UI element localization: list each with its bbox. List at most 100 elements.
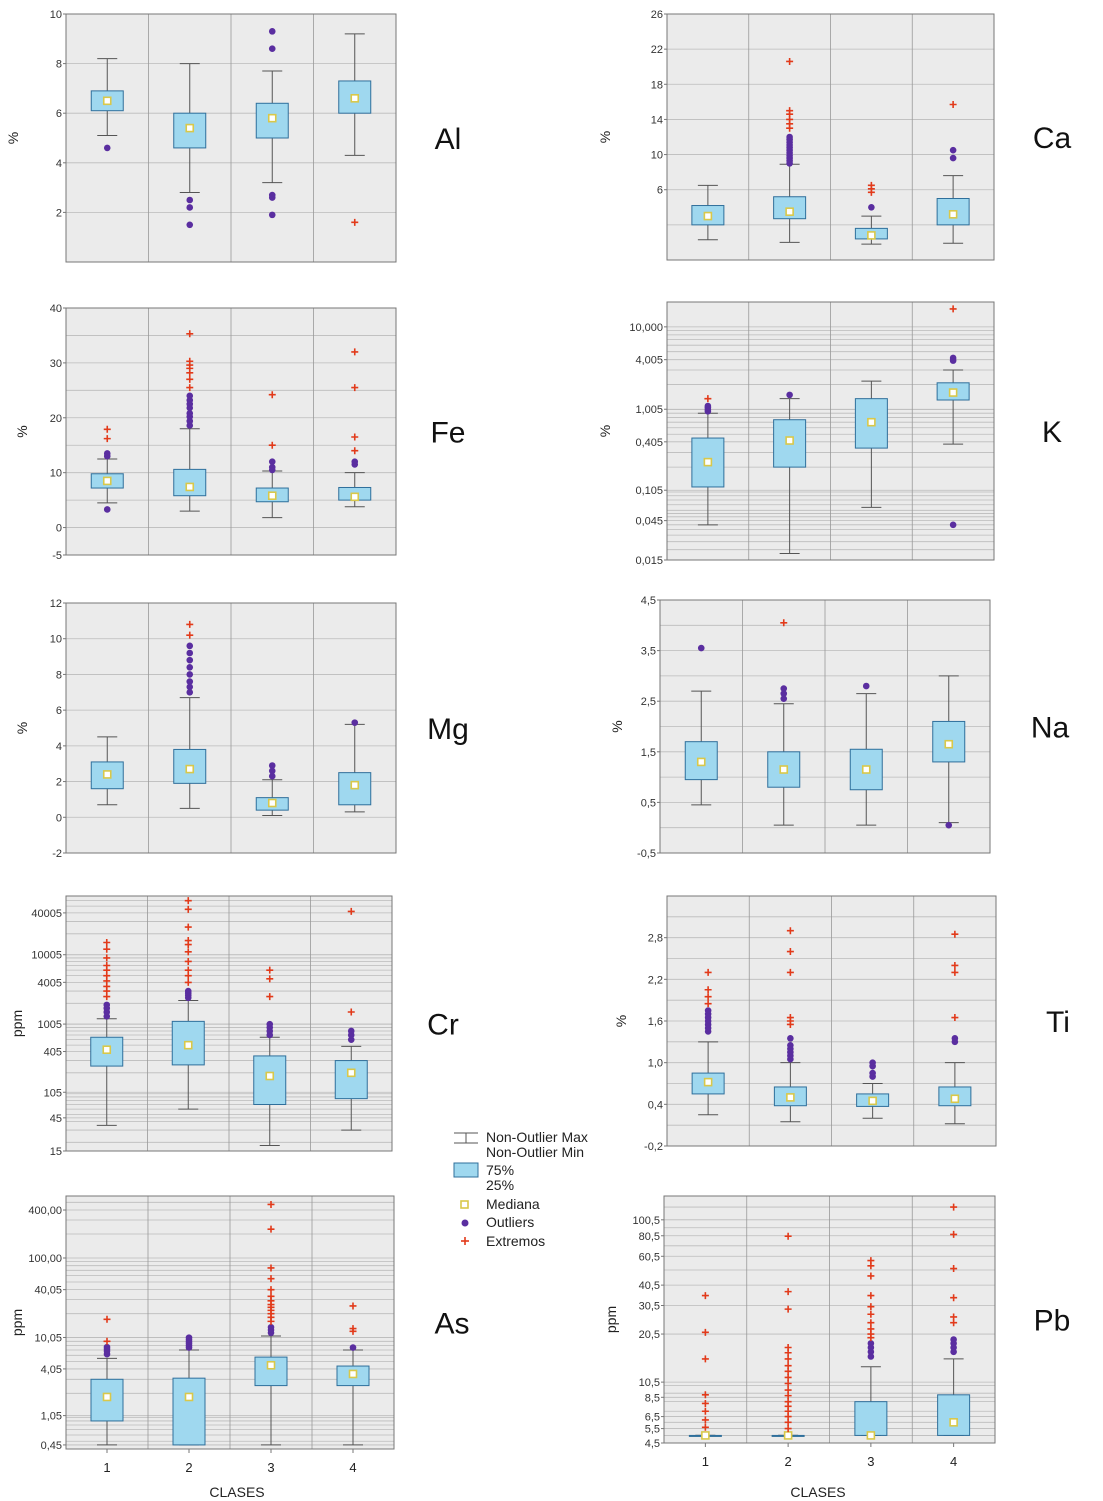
y-tick-label: 10,000	[629, 322, 663, 334]
legend-box-lower: 25%	[486, 1177, 514, 1193]
median-marker	[350, 94, 360, 103]
outlier-point	[697, 644, 705, 652]
outlier-point	[186, 221, 194, 229]
y-tick-label: 4,5	[641, 595, 656, 607]
y-tick-label: 6	[657, 185, 663, 197]
median-marker	[867, 417, 876, 427]
extreme-point	[867, 1310, 875, 1318]
outlier-point	[186, 656, 194, 664]
x-axis-label-right: CLASES	[790, 1484, 845, 1500]
box-class-1	[90, 736, 124, 806]
box-class-1	[691, 395, 725, 526]
y-tick-label: 4	[56, 158, 62, 170]
outlier-point	[868, 203, 875, 211]
box-class-4	[937, 1203, 971, 1436]
box-class-2	[173, 63, 207, 229]
outlier-point	[787, 1035, 794, 1042]
extreme-point	[268, 441, 276, 449]
extreme-point	[184, 897, 192, 905]
y-tick-label: 105	[44, 1087, 62, 1099]
outlier-point	[186, 688, 194, 696]
extreme-point	[950, 1230, 958, 1238]
extreme-point	[347, 907, 355, 915]
outlier-point	[103, 1001, 111, 1009]
y-tick-label: 100,5	[632, 1215, 660, 1227]
median-marker	[783, 1431, 793, 1440]
outlier-point	[949, 354, 957, 362]
plot-frame	[663, 1195, 996, 1444]
median-marker	[346, 1068, 356, 1078]
y-tick-label: 405	[44, 1047, 62, 1059]
extreme-point	[867, 1303, 875, 1311]
panel-k: 0,015 0,045 0,105 0,405 1,005 4,005 10,000% K	[597, 301, 1062, 567]
y-tick-label: 12	[50, 598, 62, 610]
y-tick-label: 0,4	[648, 1099, 663, 1111]
y-tick-label: 18	[651, 79, 663, 91]
median-marker	[948, 388, 958, 397]
median-marker	[950, 1094, 960, 1104]
median-marker	[779, 765, 789, 774]
box-class-1	[691, 968, 725, 1116]
box-class-2	[173, 330, 207, 512]
outlier-point	[103, 144, 111, 152]
y-tick-label: 0	[56, 812, 62, 824]
outlier-point	[949, 154, 957, 162]
y-tick-label: 10	[50, 468, 62, 480]
panel-cr: 15 45 105 405 1005 4005 10005 40005 ppm Cr	[9, 895, 459, 1158]
y-tick-label: 4,005	[635, 355, 663, 367]
outlier-point	[186, 683, 194, 691]
x-tick-label: 1	[702, 1454, 709, 1469]
extreme-point	[704, 968, 712, 976]
outlier-point	[268, 767, 276, 775]
box-class-4	[338, 348, 372, 508]
y-tick-label: 8	[56, 59, 62, 71]
element-label: Fe	[430, 417, 465, 450]
outlier-point	[268, 211, 276, 219]
plot-frame	[65, 1195, 395, 1450]
plot-frame	[666, 301, 995, 561]
box-class-2	[771, 1232, 805, 1440]
extreme-point	[266, 993, 274, 1001]
box-class-2	[171, 897, 205, 1110]
outlier-point	[347, 1036, 355, 1043]
extreme-point	[184, 937, 192, 945]
box-class-2	[767, 619, 801, 826]
box-class-3	[255, 28, 289, 219]
outlier-point	[945, 821, 953, 829]
panel-al: 2 4 6 8 10% Al	[5, 9, 461, 263]
box-class-2	[773, 391, 807, 554]
extreme-point	[186, 330, 194, 338]
iqr-box	[937, 1394, 971, 1436]
box-class-1	[684, 644, 718, 806]
y-tick-label: 0,015	[635, 555, 663, 567]
iqr-box	[173, 468, 207, 497]
legend-outliers: Outliers	[486, 1214, 534, 1230]
y-tick-label: 1,05	[41, 1411, 62, 1423]
y-tick-label: 2,8	[648, 933, 663, 945]
extreme-point	[701, 1292, 709, 1300]
panel-pb: 4,5 5,56,5 8,5 10,5 20,5 30,5 40,5 60,5 80,5 100,…	[603, 1195, 1070, 1469]
extreme-point	[701, 1399, 709, 1407]
median-marker	[267, 113, 277, 123]
extreme-point	[786, 927, 794, 935]
extreme-point	[784, 1355, 792, 1363]
element-label: Ca	[1033, 122, 1072, 155]
outlier-point	[267, 1323, 275, 1331]
outlier-point	[186, 410, 194, 417]
median-marker	[185, 764, 195, 774]
y-tick-label: 10	[50, 634, 62, 646]
extreme-point	[351, 348, 359, 356]
box-class-2	[172, 1334, 206, 1446]
extreme-point	[949, 305, 957, 313]
box-class-1	[90, 938, 124, 1126]
x-tick-label: 3	[267, 1460, 274, 1475]
y-tick-label: 0	[56, 523, 62, 535]
box-class-4	[338, 719, 372, 813]
outlier-point	[186, 671, 194, 678]
y-tick-label: 0,405	[635, 437, 663, 449]
y-tick-label: 400,00	[28, 1205, 62, 1217]
outlier-point	[186, 663, 194, 671]
y-tick-label: 4,05	[41, 1364, 62, 1376]
box-class-2	[773, 57, 807, 243]
extreme-point	[701, 1391, 709, 1399]
